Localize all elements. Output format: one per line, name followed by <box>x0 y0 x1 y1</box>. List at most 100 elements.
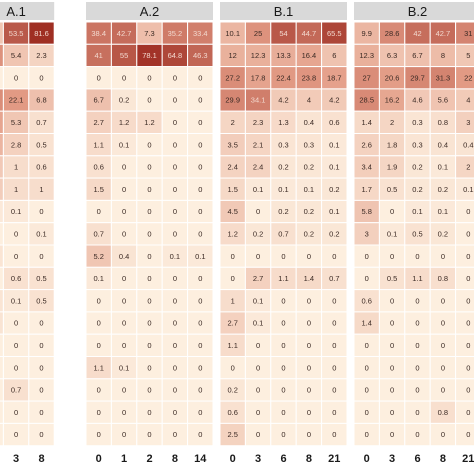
cell-value-label: 0.1 <box>329 207 339 216</box>
x-tick-label: 8 <box>440 453 446 465</box>
cell-value-label: 0.1 <box>463 185 473 194</box>
cell-value-label: 0 <box>122 408 126 417</box>
x-tick-label: 21 <box>462 453 474 465</box>
cell-value-label: 5.2 <box>93 252 103 261</box>
cell-value-label: 0 <box>390 363 394 372</box>
cell-value-label: 0 <box>122 296 126 305</box>
cell-value-label: 0 <box>390 408 394 417</box>
cell-value-label: 0 <box>198 185 202 194</box>
cell-value-label: 0.2 <box>329 229 339 238</box>
cell-value-label: 0 <box>198 118 202 127</box>
x-tick-label: 0 <box>96 453 102 465</box>
cell-value-label: 0 <box>441 319 445 328</box>
cell-value-label: 0 <box>198 274 202 283</box>
cell-value-label: 0.1 <box>11 207 21 216</box>
cell-value-label: 0.1 <box>195 252 205 261</box>
cell-value-label: 0 <box>390 386 394 395</box>
cell-value-label: 0 <box>122 163 126 172</box>
cell-value-label: 0 <box>415 319 419 328</box>
cell-value-label: 0 <box>365 430 369 439</box>
cell-value-label: 0 <box>173 73 177 82</box>
cell-value-label: 3 <box>466 118 470 127</box>
cell-value-label: 6 <box>332 51 336 60</box>
cell-value-label: 1.5 <box>93 185 103 194</box>
heatmap-cell <box>455 289 474 313</box>
cell-value-label: 0.1 <box>387 229 397 238</box>
cell-value-label: 2.5 <box>227 430 237 439</box>
cell-value-label: 0 <box>307 386 311 395</box>
cell-value-label: 0 <box>466 207 470 216</box>
cell-value-label: 0 <box>365 274 369 283</box>
cell-value-label: 28.5 <box>359 96 374 105</box>
cell-value-label: 0.1 <box>170 252 180 261</box>
facet-strip <box>86 2 213 20</box>
cell-value-label: 0 <box>122 430 126 439</box>
cell-value-label: 0 <box>281 386 285 395</box>
cell-value-label: 0.5 <box>387 274 397 283</box>
cell-value-label: 0 <box>256 430 260 439</box>
cell-value-label: 0 <box>281 319 285 328</box>
cell-value-label: 38.4 <box>91 29 106 38</box>
cell-value-label: 0 <box>147 73 151 82</box>
cell-value-label: 0 <box>198 163 202 172</box>
cell-value-label: 6.8 <box>36 96 46 105</box>
cell-value-label: 0 <box>122 73 126 82</box>
heatmap-cell <box>0 199 4 224</box>
cell-value-label: 46.3 <box>193 51 208 60</box>
cell-value-label: 0 <box>122 341 126 350</box>
cell-value-label: 22.1 <box>9 96 24 105</box>
heatmap-cell <box>455 422 474 447</box>
cell-value-label: 0.7 <box>278 229 288 238</box>
cell-value-label: 0.3 <box>304 140 314 149</box>
cell-value-label: 0.5 <box>412 229 422 238</box>
cell-value-label: 0 <box>256 363 260 372</box>
cell-value-label: 0 <box>173 363 177 372</box>
cell-value-label: 0.2 <box>304 207 314 216</box>
cell-value-label: 0.2 <box>438 229 448 238</box>
cell-value-label: 0 <box>365 386 369 395</box>
cell-value-label: 0 <box>332 252 336 261</box>
cell-value-label: 2.3 <box>36 51 46 60</box>
heatmap-cell <box>455 244 474 268</box>
heatmap-cell <box>0 43 4 68</box>
cell-value-label: 0.2 <box>227 386 237 395</box>
panel-a-1: A.15.253.581.625.35.42.300026.822.16.816… <box>0 2 55 465</box>
heatmap-cell <box>455 43 474 68</box>
cell-value-label: 0 <box>307 296 311 305</box>
cell-value-label: 0 <box>173 296 177 305</box>
heatmap-cell <box>0 155 4 179</box>
cell-value-label: 2.1 <box>253 140 263 149</box>
cell-value-label: 0.1 <box>93 274 103 283</box>
cell-value-label: 0 <box>97 73 101 82</box>
facet-label: A.1 <box>6 4 26 19</box>
cell-value-label: 0 <box>14 341 18 350</box>
cell-value-label: 0 <box>97 408 101 417</box>
cell-value-label: 0 <box>122 319 126 328</box>
cell-value-label: 0.1 <box>11 296 21 305</box>
cell-value-label: 1.1 <box>278 274 288 283</box>
cell-value-label: 0.2 <box>329 185 339 194</box>
cell-value-label: 0 <box>415 386 419 395</box>
cell-value-label: 16.2 <box>385 96 400 105</box>
cell-value-label: 0 <box>390 207 394 216</box>
cell-value-label: 1.2 <box>144 118 154 127</box>
cell-value-label: 12.3 <box>359 51 374 60</box>
cell-value-label: 0 <box>198 296 202 305</box>
cell-value-label: 0 <box>332 386 336 395</box>
cell-value-label: 0 <box>39 386 43 395</box>
cell-value-label: 0.1 <box>253 296 263 305</box>
facet-strip <box>0 2 55 20</box>
cell-value-label: 2 <box>390 118 394 127</box>
heatmap-cell <box>0 110 4 134</box>
cell-value-label: 0.5 <box>36 274 46 283</box>
cell-value-label: 0 <box>198 341 202 350</box>
cell-value-label: 0 <box>173 207 177 216</box>
cell-value-label: 1.7 <box>361 185 371 194</box>
cell-value-label: 0 <box>173 319 177 328</box>
cell-value-label: 0 <box>390 252 394 261</box>
cell-value-label: 0 <box>231 252 235 261</box>
cell-value-label: 1.1 <box>93 140 103 149</box>
cell-value-label: 4 <box>307 96 311 105</box>
